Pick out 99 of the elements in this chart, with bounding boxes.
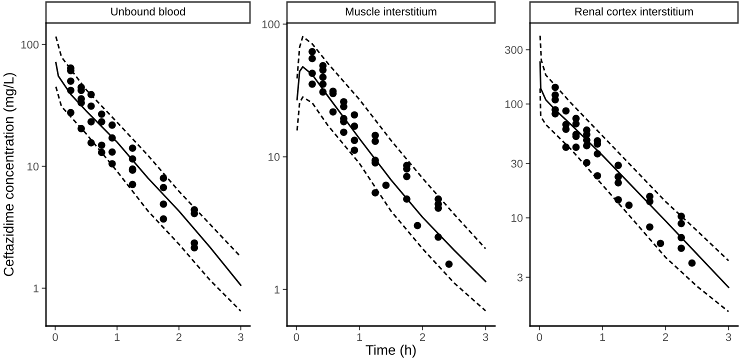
point [160,215,168,223]
y-axis-title: Ceftazidime concentration (mg/L) [3,73,16,276]
point [678,212,685,220]
point [160,200,168,208]
point [614,179,622,186]
point [562,107,570,115]
point [562,126,570,133]
point [160,174,168,182]
x-tick-label: 2 [420,333,426,341]
point [308,70,316,77]
point [319,88,327,96]
y-tick-label: 30 [511,160,523,168]
chart-title: Renal cortex interstitium [575,7,693,16]
y-tick-label: 1 [274,286,280,294]
x-tick-label: 3 [726,333,732,342]
x-tick-label: 1 [357,333,362,341]
point [646,223,654,231]
point [625,202,633,209]
x-tick-label: 1 [600,333,606,341]
point [87,102,95,110]
point [108,134,116,142]
point [160,184,168,192]
point [340,128,348,136]
point [656,240,664,248]
chart-title: Unbound blood [111,7,185,16]
line-series [55,36,242,258]
point [414,222,422,230]
x-tick-label: 0 [294,333,300,342]
point [552,96,559,104]
point [678,234,685,242]
point [319,80,327,88]
point [67,77,74,85]
y-tick-label: 10 [268,153,280,161]
y-tick-label: 100 [21,40,39,49]
point [108,121,116,129]
y-tick-label: 100 [505,100,523,108]
point [308,48,316,56]
point [372,138,379,145]
point [594,150,602,158]
x-tick-label: 2 [176,333,182,341]
point [128,180,136,188]
point [87,139,95,146]
line-series [296,96,486,312]
point [445,260,453,268]
point [87,118,95,126]
point [678,220,685,228]
point [128,144,136,152]
point [614,196,622,204]
point [350,136,358,144]
y-tick-label: 3 [517,274,523,282]
point [583,159,590,166]
point [308,80,316,88]
x-tick-label: 1 [114,333,120,341]
point [688,259,696,267]
point [98,118,106,126]
x-tick-label: 2 [662,333,668,341]
point [87,90,95,98]
point [434,233,442,241]
point [594,172,602,180]
x-tick-label: 3 [482,333,488,342]
point [319,74,327,81]
point [128,155,136,163]
line-series [55,86,242,312]
y-tick-label: 300 [504,46,523,54]
point [572,120,580,128]
point [382,182,390,189]
y-tick-label: 10 [28,162,39,170]
point [372,189,379,196]
point [67,108,74,116]
x-tick-label: 0 [52,333,58,342]
point [403,195,410,203]
x-axis-title: Time (h) [366,344,416,358]
point [329,108,337,116]
y-tick-label: 10 [512,214,523,222]
point [552,84,559,92]
y-tick-label: 1 [34,284,39,292]
point [190,244,198,252]
point [67,86,74,94]
point [78,124,85,132]
chart-title: Muscle interstitium [346,7,436,16]
point [308,54,316,62]
point [614,162,622,170]
point [350,122,358,130]
line-series [55,62,242,286]
x-tick-label: 3 [238,333,244,342]
point [108,160,116,168]
point [562,144,570,151]
point [678,244,685,252]
x-tick-label: 0 [536,333,542,342]
point [350,146,358,154]
point [98,142,106,149]
point [572,144,580,151]
point [403,172,410,180]
point [98,110,106,118]
point [108,148,116,156]
y-tick-label: 100 [262,20,280,28]
point [98,148,106,156]
point [583,142,590,150]
point [350,111,358,119]
